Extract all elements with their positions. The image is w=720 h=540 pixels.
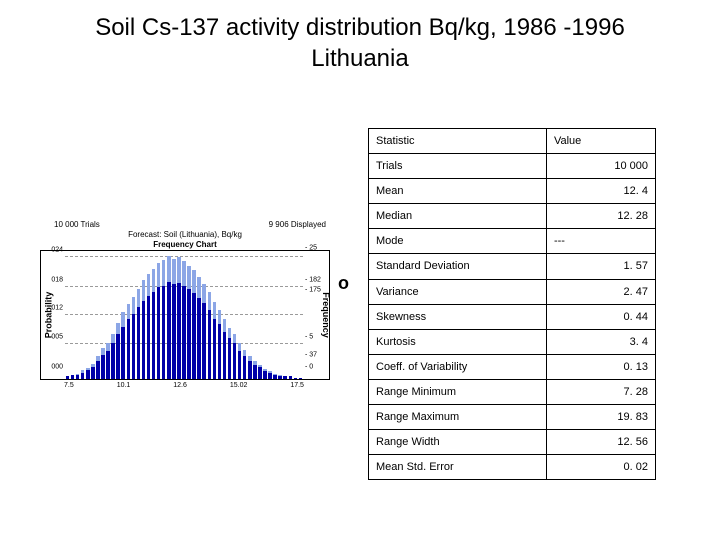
x-tick: 12.6 — [173, 382, 187, 389]
table-row: Median12. 28 — [369, 204, 656, 229]
statistics-table: StatisticValueTrials10 000Mean12. 4Media… — [368, 128, 656, 480]
y-left-tick: 024 — [51, 247, 63, 254]
title-line2: Lithuania — [311, 45, 408, 72]
table-row: Mean Std. Error0. 02 — [369, 455, 656, 480]
y-right-tick: - 25 — [305, 244, 317, 251]
y-axis-left: Probability 024018012005000 — [41, 251, 65, 379]
y-right-tick: - 175 — [305, 287, 321, 294]
y-right-tick: - 5 — [305, 334, 313, 341]
stat-value: 12. 28 — [546, 204, 655, 229]
title-line1: Soil Cs-137 activity distribution Bq/kg,… — [95, 14, 625, 41]
table-row: Coeff. of Variability0. 13 — [369, 354, 656, 379]
stat-key: Trials — [369, 154, 547, 179]
stat-value: 3. 4 — [546, 329, 655, 354]
y-left-tick: 012 — [51, 305, 63, 312]
stat-key: Skewness — [369, 304, 547, 329]
chart-caption-trials: 10 000 Trials — [54, 220, 100, 229]
y-axis-right: Frequency - 25- 182- 175- 5- 37- 0 — [303, 251, 329, 379]
y-right-tick: - 182 — [305, 276, 321, 283]
stat-value: 0. 13 — [546, 354, 655, 379]
stat-value: 10 000 — [546, 154, 655, 179]
y-right-tick: - 37 — [305, 352, 317, 359]
x-axis: 7.5 10.1 12.6 15.02 17.5 — [40, 380, 330, 389]
table-row: Skewness0. 44 — [369, 304, 656, 329]
table-row: Range Width12. 56 — [369, 430, 656, 455]
bars — [65, 251, 303, 379]
stat-key: Range Maximum — [369, 405, 547, 430]
table-row: Kurtosis3. 4 — [369, 329, 656, 354]
y-left-tick: 000 — [51, 363, 63, 370]
stat-key: Mean — [369, 179, 547, 204]
chart-forecast-label: Forecast: Soil (Lithuania), Bq/kg — [40, 230, 330, 239]
stat-value: 2. 47 — [546, 279, 655, 304]
x-tick: 15.02 — [230, 382, 248, 389]
stat-key: Median — [369, 204, 547, 229]
y-right-tick: - 0 — [305, 363, 313, 370]
y-left-tick: 005 — [51, 334, 63, 341]
stat-key: Standard Deviation — [369, 254, 547, 279]
stat-value: 0. 02 — [546, 455, 655, 480]
plot-area — [65, 251, 303, 379]
stat-key: Kurtosis — [369, 329, 547, 354]
o-mark: o — [338, 273, 349, 294]
stat-value: 7. 28 — [546, 379, 655, 404]
slide-title: Soil Cs-137 activity distribution Bq/kg,… — [0, 12, 720, 74]
y-right-title: Frequency — [321, 292, 331, 338]
stat-key: Mean Std. Error — [369, 455, 547, 480]
stat-key: Mode — [369, 229, 547, 254]
stats-header-key: Statistic — [369, 129, 547, 154]
stat-key: Coeff. of Variability — [369, 354, 547, 379]
stat-key: Range Width — [369, 430, 547, 455]
stat-key: Variance — [369, 279, 547, 304]
stat-value: --- — [546, 229, 655, 254]
stats-header-val: Value — [546, 129, 655, 154]
table-row: Variance2. 47 — [369, 279, 656, 304]
x-tick: 17.5 — [290, 382, 304, 389]
stat-value: 12. 4 — [546, 179, 655, 204]
chart-frame: Probability 024 018 012 005 000 Frequency - … — [40, 250, 330, 380]
table-row: Mean12. 4 — [369, 179, 656, 204]
x-tick: 7.5 — [64, 382, 74, 389]
table-row: Standard Deviation1. 57 — [369, 254, 656, 279]
table-row: Range Maximum19. 83 — [369, 405, 656, 430]
stat-value: 1. 57 — [546, 254, 655, 279]
table-row: Range Minimum7. 28 — [369, 379, 656, 404]
stat-value: 0. 44 — [546, 304, 655, 329]
table-row: Mode--- — [369, 229, 656, 254]
y-left-title: Probability — [43, 292, 53, 339]
x-tick: 10.1 — [117, 382, 131, 389]
stat-key: Range Minimum — [369, 379, 547, 404]
table-row: Trials10 000 — [369, 154, 656, 179]
frequency-chart: 10 000 Trials 9 906 Displayed Forecast: … — [40, 220, 330, 390]
stat-value: 19. 83 — [546, 405, 655, 430]
chart-type-label: Frequency Chart — [40, 240, 330, 249]
chart-caption-displayed: 9 906 Displayed — [269, 220, 326, 229]
stat-value: 12. 56 — [546, 430, 655, 455]
y-left-tick: 018 — [51, 276, 63, 283]
